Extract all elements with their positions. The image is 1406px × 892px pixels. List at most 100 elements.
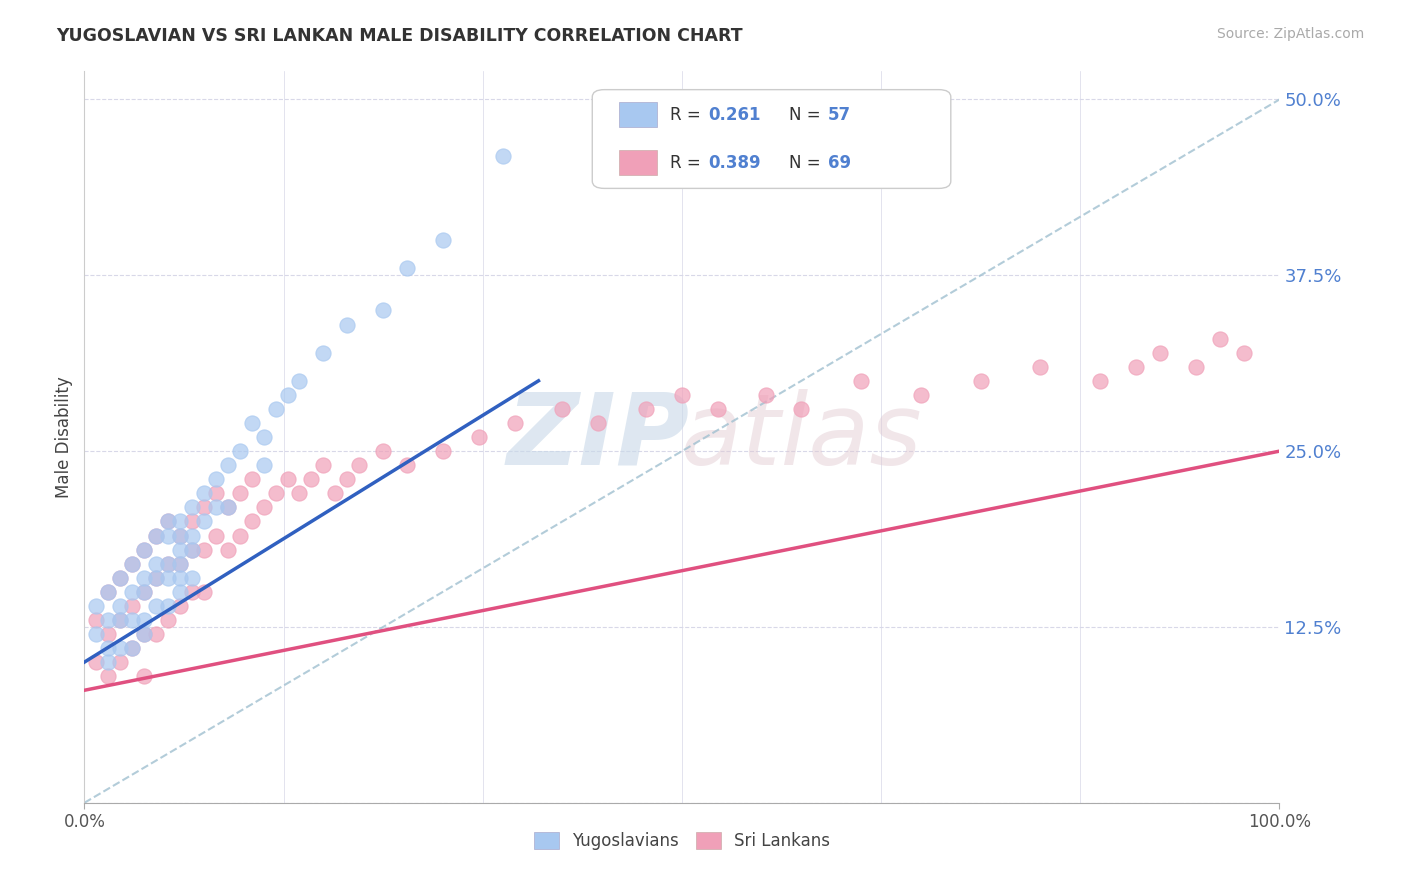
Point	[492, 149, 515, 163]
Point	[97, 641, 120, 656]
Point	[217, 500, 239, 515]
Point	[97, 584, 120, 599]
Point	[110, 613, 132, 627]
Point	[181, 542, 204, 557]
Point	[790, 401, 813, 416]
Point	[1209, 332, 1232, 346]
Point	[205, 500, 228, 515]
Point	[145, 599, 167, 613]
Point	[468, 430, 491, 444]
Point	[157, 515, 180, 529]
Point	[636, 401, 658, 416]
Point	[121, 599, 143, 613]
Point	[157, 528, 180, 542]
Point	[217, 542, 239, 557]
Point	[86, 627, 108, 641]
Point	[181, 528, 204, 542]
Point	[588, 416, 610, 430]
Point	[145, 627, 167, 641]
Point	[503, 416, 526, 430]
Point	[205, 472, 228, 486]
Point	[312, 345, 335, 359]
Point	[551, 401, 574, 416]
Point	[396, 261, 419, 276]
Point	[121, 557, 143, 571]
Point	[193, 500, 215, 515]
Point	[132, 584, 156, 599]
FancyBboxPatch shape	[619, 103, 657, 127]
Point	[97, 584, 120, 599]
Point	[851, 374, 873, 388]
Point	[707, 401, 730, 416]
Point	[1125, 359, 1147, 374]
Point	[432, 233, 454, 247]
Point	[145, 528, 167, 542]
Point	[86, 599, 108, 613]
Point	[193, 584, 215, 599]
Point	[264, 401, 287, 416]
Point	[240, 515, 263, 529]
Point	[121, 641, 143, 656]
Point	[110, 655, 132, 669]
Point	[86, 655, 108, 669]
Y-axis label: Male Disability: Male Disability	[55, 376, 73, 498]
Text: 0.389: 0.389	[709, 153, 761, 172]
Point	[121, 584, 143, 599]
Point	[110, 641, 132, 656]
Point	[181, 571, 204, 585]
Point	[157, 571, 180, 585]
Point	[396, 458, 419, 473]
Point	[671, 388, 693, 402]
Point	[1185, 359, 1208, 374]
Point	[121, 641, 143, 656]
Point	[132, 584, 156, 599]
Point	[277, 472, 299, 486]
Point	[1233, 345, 1256, 359]
FancyBboxPatch shape	[592, 90, 950, 188]
Point	[97, 627, 120, 641]
Point	[288, 486, 311, 500]
Point	[181, 500, 204, 515]
Point	[240, 416, 263, 430]
FancyBboxPatch shape	[619, 151, 657, 175]
Point	[132, 669, 156, 683]
Point	[1149, 345, 1171, 359]
Point	[157, 599, 180, 613]
Text: YUGOSLAVIAN VS SRI LANKAN MALE DISABILITY CORRELATION CHART: YUGOSLAVIAN VS SRI LANKAN MALE DISABILIT…	[56, 27, 742, 45]
Point	[970, 374, 993, 388]
Point	[169, 542, 191, 557]
Point	[336, 472, 359, 486]
Point	[336, 318, 359, 332]
Point	[110, 599, 132, 613]
Point	[97, 613, 120, 627]
Point	[132, 542, 156, 557]
Point	[301, 472, 323, 486]
Point	[169, 557, 191, 571]
Point	[145, 557, 167, 571]
Point	[97, 669, 120, 683]
Point	[193, 515, 215, 529]
Point	[277, 388, 299, 402]
Point	[193, 486, 215, 500]
Point	[145, 571, 167, 585]
Legend: Yugoslavians, Sri Lankans: Yugoslavians, Sri Lankans	[527, 825, 837, 856]
Point	[325, 486, 347, 500]
Point	[132, 613, 156, 627]
Point	[110, 571, 132, 585]
Point	[157, 557, 180, 571]
Point	[110, 571, 132, 585]
Point	[312, 458, 335, 473]
Point	[121, 613, 143, 627]
Point	[132, 571, 156, 585]
Point	[240, 472, 263, 486]
Point	[217, 458, 239, 473]
Point	[132, 627, 156, 641]
Text: ZIP: ZIP	[506, 389, 690, 485]
Text: 69: 69	[828, 153, 851, 172]
Point	[181, 584, 204, 599]
Point	[288, 374, 311, 388]
Point	[373, 303, 395, 318]
Point	[145, 571, 167, 585]
Text: atlas: atlas	[681, 389, 922, 485]
Point	[910, 388, 932, 402]
